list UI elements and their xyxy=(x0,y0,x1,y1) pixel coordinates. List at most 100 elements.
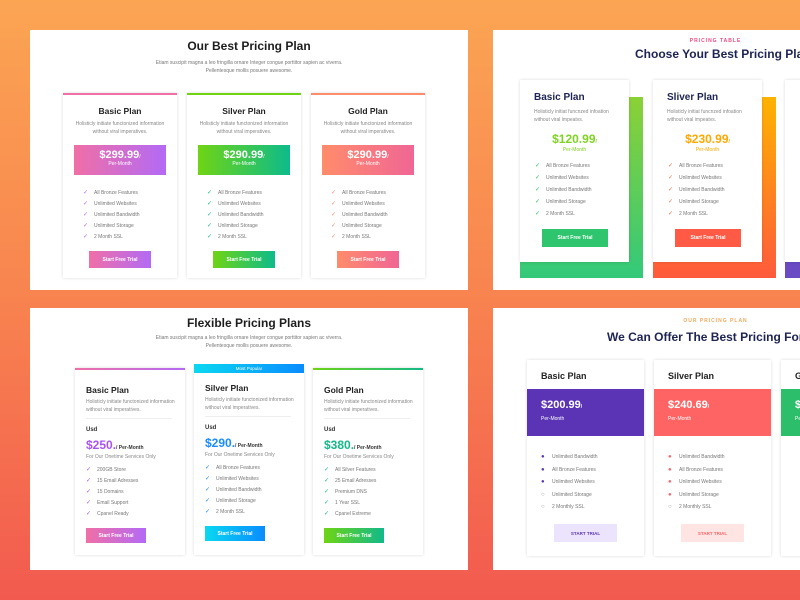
feature-label: Cpanel Extreme xyxy=(335,511,371,517)
check-icon: ● xyxy=(541,454,545,460)
price-amount: $290. xyxy=(205,436,236,450)
price: $250./ Per-Month xyxy=(86,436,144,454)
check-icon: ○ xyxy=(668,504,672,510)
plan-description: Holisticly initiate functonized informat… xyxy=(324,399,413,405)
price: $200.99/ xyxy=(541,399,582,411)
feature-label: Unlimited Websites xyxy=(216,476,259,482)
plan-name: G xyxy=(795,371,800,381)
check-icon: ✓ xyxy=(324,467,330,473)
price-period: / Per-Month xyxy=(116,445,144,451)
start-trial-button[interactable]: START TRIAL xyxy=(681,524,744,542)
check-icon: ✓ xyxy=(86,500,92,506)
pricing-card: Basic Plan Holisticly initiate functonize… xyxy=(63,93,177,278)
start-free-trial-button[interactable]: Start Free Trial xyxy=(86,528,146,543)
pricing-card: Sliver Plan Holisticly initiat funcnzed i… xyxy=(653,80,762,262)
price: $230.99/ xyxy=(653,132,762,146)
feature-item: ✓ All Silver Features xyxy=(324,466,376,473)
feature-label: 1 Year SSL xyxy=(335,500,361,506)
feature-label: All Silver Features xyxy=(335,467,376,473)
plan-name: Basic Plan xyxy=(98,106,142,116)
currency-label: Usd xyxy=(324,427,336,433)
plan-description: without viral imperatives. xyxy=(92,129,148,135)
feature-label: Unlimited Bandwidth xyxy=(216,487,262,493)
feature-label: All Bronze Features xyxy=(679,163,723,169)
check-icon: ✓ xyxy=(535,211,541,217)
price-box: $240.69/Per-Month xyxy=(654,389,771,436)
price-slash: / xyxy=(263,154,265,160)
feature-label: All Bronze Features xyxy=(552,466,596,473)
price-period: Per-Month xyxy=(232,161,256,167)
price-period: Pe xyxy=(795,416,800,422)
price: $380./ Per-Month xyxy=(324,436,382,454)
plan-description: Holisticly initiat funcnzed infoation xyxy=(534,109,609,115)
start-free-trial-button[interactable]: Start Free Trial xyxy=(337,251,399,268)
start-free-trial-button[interactable]: Start Free Trial xyxy=(675,229,741,247)
check-icon: ✓ xyxy=(86,478,92,484)
divider xyxy=(324,418,410,419)
check-icon: ✓ xyxy=(86,511,92,517)
feature-item: ✓ 15 Email Adresses xyxy=(86,477,138,484)
check-icon: ● xyxy=(668,466,672,473)
price-amount: $200.99 xyxy=(541,399,581,411)
start-free-trial-button[interactable]: Start Free Trial xyxy=(542,229,608,247)
feature-item: ✓ All Bronze Features xyxy=(205,464,260,471)
feature-label: 2 Month SSL xyxy=(679,211,708,217)
feature-item: ✓ 2 Month SSL xyxy=(205,508,245,515)
feature-item: ✓ All Bronze Features xyxy=(83,189,138,196)
check-icon: ✓ xyxy=(83,201,89,207)
feature-label: 2 Month SSL xyxy=(546,211,575,217)
start-trial-button[interactable]: START TRIAL xyxy=(554,524,617,542)
feature-item: ● All Bronze Features xyxy=(668,467,723,473)
feature-item: ● Unlimited Websites xyxy=(541,479,595,485)
start-free-trial-button[interactable]: Start Free Trial xyxy=(89,251,151,268)
currency-label: Usd xyxy=(205,425,217,431)
check-icon: ✓ xyxy=(535,187,541,193)
pricing-card: Basic Plan Holisticly initiat funcnzed in… xyxy=(520,80,629,262)
pricing-card: G $ Pe xyxy=(781,360,800,556)
price: $299.99/ xyxy=(74,149,166,161)
feature-item: ✓ Unlimited Storage xyxy=(668,198,719,205)
feature-label: All Bronze Features xyxy=(342,190,386,196)
check-icon: ✓ xyxy=(83,234,89,240)
divider xyxy=(205,416,291,417)
plan-description: Holisticly initiate functonized informat… xyxy=(75,121,165,127)
price-period: Per-Month xyxy=(695,147,720,153)
page-title: Our Best Pricing Plan xyxy=(187,39,311,53)
price-amount: $120.99 xyxy=(552,132,596,146)
check-icon: ✓ xyxy=(535,163,541,169)
price-amount: $290.99 xyxy=(223,149,264,161)
start-free-trial-button[interactable]: Start Free Trial xyxy=(213,251,275,268)
check-icon: ✓ xyxy=(331,201,337,207)
feature-item: ✓ 2 Month SSL xyxy=(331,233,371,240)
price-amount: $380. xyxy=(324,438,355,452)
feature-item: ✓ Unlimited Websites xyxy=(331,200,385,207)
feature-item: ✓ Cpanel Ready xyxy=(86,510,129,517)
feature-label: Unlimited Websites xyxy=(94,201,137,207)
start-free-trial-button[interactable]: Start Free Trial xyxy=(324,528,384,543)
feature-item: ○ Unlimited Storage xyxy=(541,492,592,498)
check-icon: ✓ xyxy=(207,201,213,207)
feature-label: Unlimited Bandwidth xyxy=(679,454,725,460)
feature-item: ✓ Unlimited Websites xyxy=(83,200,137,207)
feature-item: ✓ Unlimited Storage xyxy=(535,198,586,205)
feature-label: Unlimited Storage xyxy=(679,491,719,498)
plan-description: Holisticly initiate functonized informat… xyxy=(205,397,294,403)
pricing-card: Silver Plan Holisticly initiate functoniz… xyxy=(187,93,301,278)
feature-item: ✓ 2 Month SSL xyxy=(207,233,247,240)
feature-label: All Bronze Features xyxy=(679,466,723,473)
check-icon: ✓ xyxy=(207,212,213,218)
feature-item: ✓ 15 Domains xyxy=(86,488,124,495)
pricing-panel-best: Our Best Pricing Plan Etiam suscipit magn… xyxy=(30,30,468,290)
price-period: Per-Month xyxy=(356,161,380,167)
page-title: Choose Your Best Pricing Plan xyxy=(635,47,800,61)
plan-name: Sliver Plan xyxy=(667,92,719,103)
check-icon: ✓ xyxy=(207,223,213,229)
feature-label: Unlimited Websites xyxy=(552,479,595,485)
feature-label: Unlimited Storage xyxy=(342,223,382,229)
feature-item: ✓ All Bronze Features xyxy=(207,189,262,196)
feature-label: 200GB Store xyxy=(97,467,126,473)
price-amount: $240.69 xyxy=(668,399,708,411)
start-free-trial-button[interactable]: Start Free Trial xyxy=(205,526,265,541)
feature-item: ✓ 2 Month SSL xyxy=(83,233,123,240)
price-box: $299.99/Per-Month xyxy=(74,145,166,175)
